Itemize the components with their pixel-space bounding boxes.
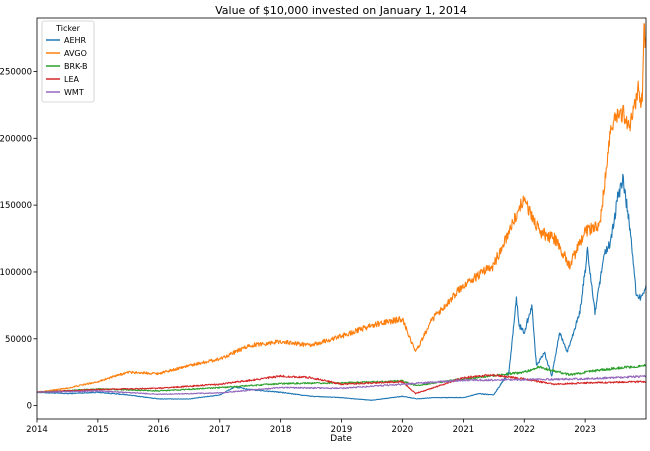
series-line-brk-b [36,363,647,394]
y-tick-label: 50000 [5,335,32,345]
x-tick-label: 2016 [148,425,170,435]
y-tick-label: 0 [27,402,32,412]
y-tick-label: 250000 [0,67,32,77]
legend-label: BRK-B [64,62,88,71]
x-tick-label: 2017 [209,425,231,435]
x-tick-label: 2020 [392,425,414,435]
series-line-wmt [36,374,647,396]
legend: Ticker AEHR AVGO BRK-B LEA WMT [41,20,95,103]
x-tick-label: 2015 [87,425,109,435]
plot-area [36,23,647,402]
series-line-lea [36,373,647,395]
y-tick-label: 150000 [0,201,32,211]
x-tick-label: 2014 [26,425,48,435]
legend-title: Ticker [55,24,81,33]
chart-title: Value of $10,000 invested on January 1, … [215,4,467,17]
y-tick-label: 200000 [0,134,32,144]
x-tick-label: 2019 [331,425,353,435]
x-tick-label: 2023 [574,425,596,435]
x-tick-label: 2018 [270,425,292,435]
legend-label: WMT [64,88,84,97]
y-tick-label: 100000 [0,268,32,278]
x-tick-label: 2022 [513,425,535,435]
legend-label: AVGO [64,49,87,58]
legend-label: LEA [64,75,80,84]
legend-box [41,20,95,103]
series-line-aehr [36,173,647,402]
x-tick-label: 2021 [453,425,475,435]
axes: 2014 2015 2016 2017 2018 2019 2020 2021 2022 2023… [0,17,647,435]
legend-label: AEHR [64,36,87,45]
series-line-avgo [36,23,647,394]
x-axis-label: Date [330,434,352,444]
